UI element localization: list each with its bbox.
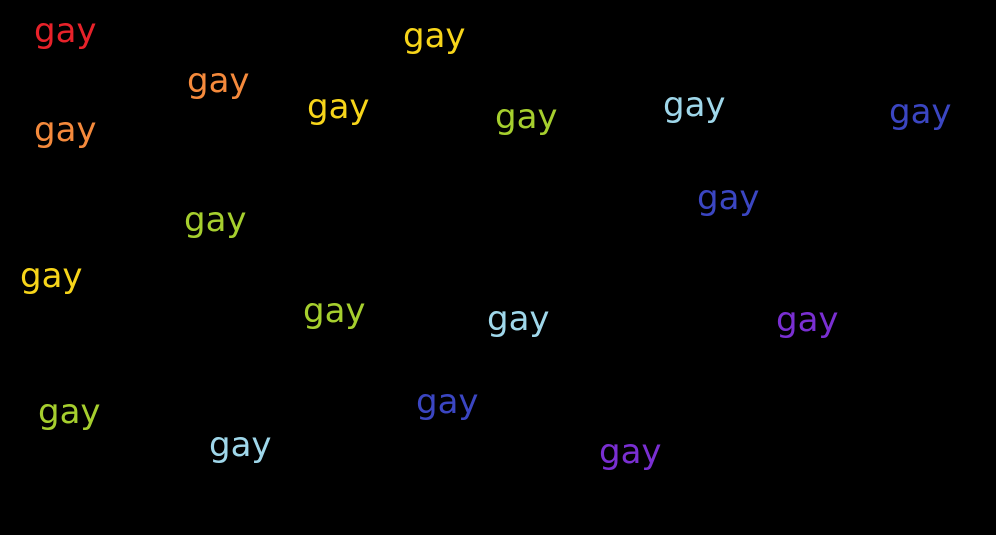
word-gay: gay: [20, 256, 83, 296]
word-gay: gay: [303, 291, 366, 331]
word-gay: gay: [889, 92, 952, 132]
word-gay: gay: [209, 425, 272, 465]
word-gay: gay: [187, 61, 250, 101]
word-gay: gay: [495, 97, 558, 137]
word-gay: gay: [403, 16, 466, 56]
word-gay: gay: [34, 110, 97, 150]
word-gay: gay: [34, 11, 97, 51]
word-gay: gay: [599, 432, 662, 472]
word-gay: gay: [776, 300, 839, 340]
word-gay: gay: [307, 87, 370, 127]
word-gay: gay: [184, 200, 247, 240]
word-gay: gay: [38, 392, 101, 432]
word-gay: gay: [487, 299, 550, 339]
word-gay: gay: [663, 85, 726, 125]
word-gay: gay: [697, 178, 760, 218]
word-gay: gay: [416, 382, 479, 422]
